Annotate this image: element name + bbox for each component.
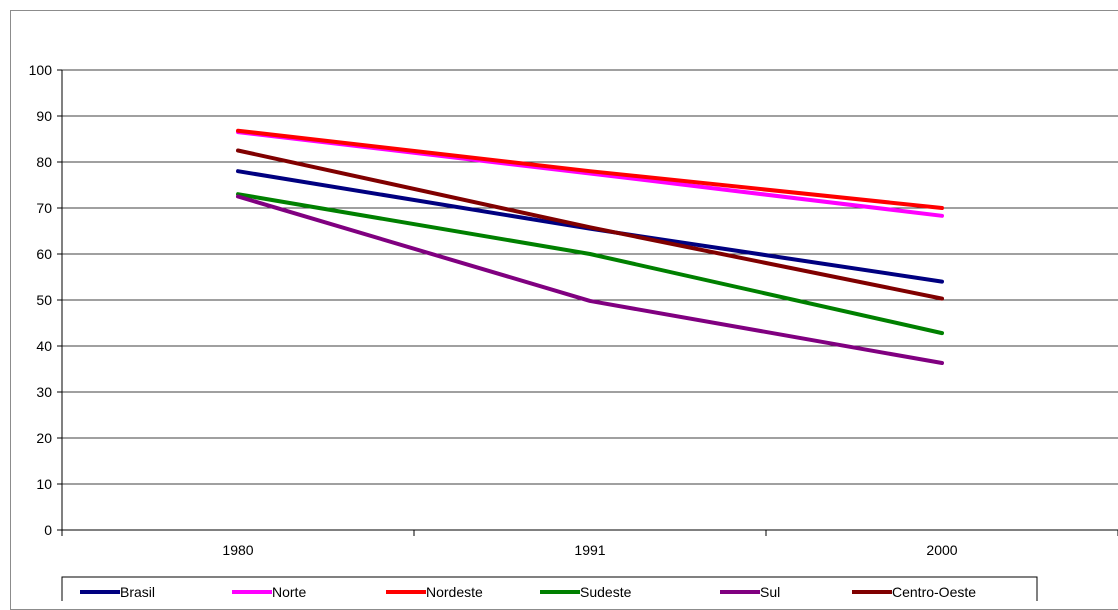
legend-box: [61, 576, 1038, 601]
y-tick-label: 20: [36, 430, 52, 446]
series-lines: [236, 128, 944, 366]
gridlines: [62, 69, 1118, 485]
y-tick-label: 0: [44, 522, 52, 538]
y-tick-label: 40: [36, 338, 52, 354]
x-tick-label: 1991: [574, 542, 605, 558]
x-tick-label: 2000: [926, 542, 957, 558]
series-line-sudeste: [236, 192, 944, 336]
y-tick-label: 10: [36, 476, 52, 492]
legend: Brasil Norte Nordeste Sudeste Sul Centro-Oest…: [61, 576, 1038, 601]
y-tick-label: 50: [36, 292, 52, 308]
legend-label: Sudeste: [580, 584, 632, 600]
legend-label: Norte: [272, 584, 306, 600]
y-tick-label: 60: [36, 246, 52, 262]
y-tick-label: 70: [36, 200, 52, 216]
legend-label: Sul: [760, 584, 780, 600]
series-line-nordeste: [236, 128, 944, 210]
y-tick-label: 80: [36, 154, 52, 170]
x-tick-label: 1980: [222, 542, 253, 558]
y-axis: 0 10 20 30 40 50 60 70 80 90 100: [29, 62, 63, 538]
legend-label: Nordeste: [426, 584, 483, 600]
y-tick-label: 90: [36, 108, 52, 124]
legend-label: Centro-Oeste: [892, 584, 976, 600]
legend-label: Brasil: [120, 584, 155, 600]
y-tick-label: 30: [36, 384, 52, 400]
y-tick-label: 100: [29, 62, 53, 78]
series-line-sul: [236, 194, 944, 366]
x-axis: 1980 1991 2000: [61, 529, 1118, 558]
series-line-centro-oeste: [236, 148, 944, 301]
